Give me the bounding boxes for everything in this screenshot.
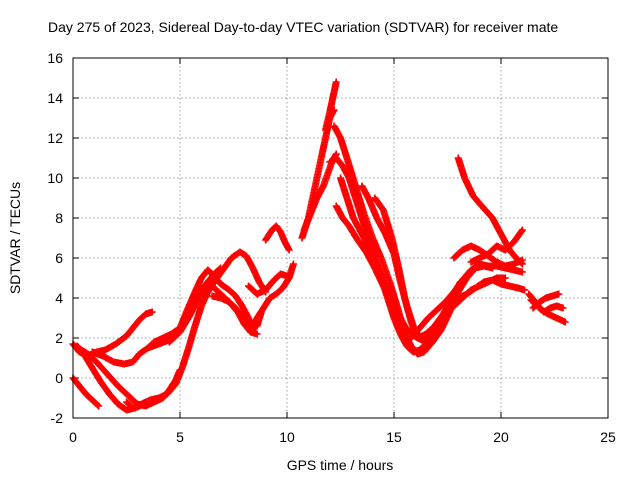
data-point [518,260,526,268]
x-tick-label: 5 [176,429,184,445]
series-arc-g [144,266,265,352]
y-tick-label: 14 [47,90,63,106]
data-point [517,259,525,267]
data-point [289,260,297,268]
series-arc-ab [529,290,563,312]
data-point [521,286,529,294]
series-arc-k [262,222,293,254]
y-tick-label: 12 [47,130,63,146]
y-tick-label: 10 [47,170,63,186]
plot-frame [72,57,609,419]
y-tick-label: 16 [47,50,63,66]
data-point [561,318,569,326]
x-axis-label: GPS time / hours [287,457,394,473]
series-arc-u [407,260,526,342]
x-tick-label: 10 [279,429,295,445]
series-arc-f [123,248,270,412]
data-point [518,227,526,235]
data-point [253,330,261,338]
y-tick-label: 4 [55,290,63,306]
series-arc-x [467,226,526,266]
data-point [95,402,103,410]
data-points [69,78,569,414]
data-point [94,401,102,409]
x-tick-label: 25 [600,429,616,445]
data-point [501,274,509,282]
series-arc-j [244,270,291,298]
data-point [148,308,156,316]
y-tick-label: 8 [55,210,63,226]
data-point [283,272,291,280]
grid [73,58,608,418]
data-point [555,290,563,298]
data-point [446,306,454,314]
x-tick-label: 15 [386,429,402,445]
data-point [518,268,526,276]
y-tick-label: 6 [55,250,63,266]
series-arc-i [208,260,297,336]
x-tick-label: 20 [493,429,509,445]
series-arc-b [69,374,103,410]
y-tick-label: -2 [51,410,64,426]
y-axis-label: SDTVAR / TECUs [7,182,23,294]
data-point [518,226,526,234]
series-arc-n [322,78,340,134]
data-point [559,304,567,312]
x-tick-label: 0 [69,429,77,445]
series-arc-y [454,276,529,302]
y-tick-label: 0 [55,370,63,386]
chart-title: Day 275 of 2023, Sidereal Day-to-day VTE… [48,19,558,35]
data-point [332,78,340,86]
data-point [285,246,293,254]
y-tick-label: 2 [55,330,63,346]
